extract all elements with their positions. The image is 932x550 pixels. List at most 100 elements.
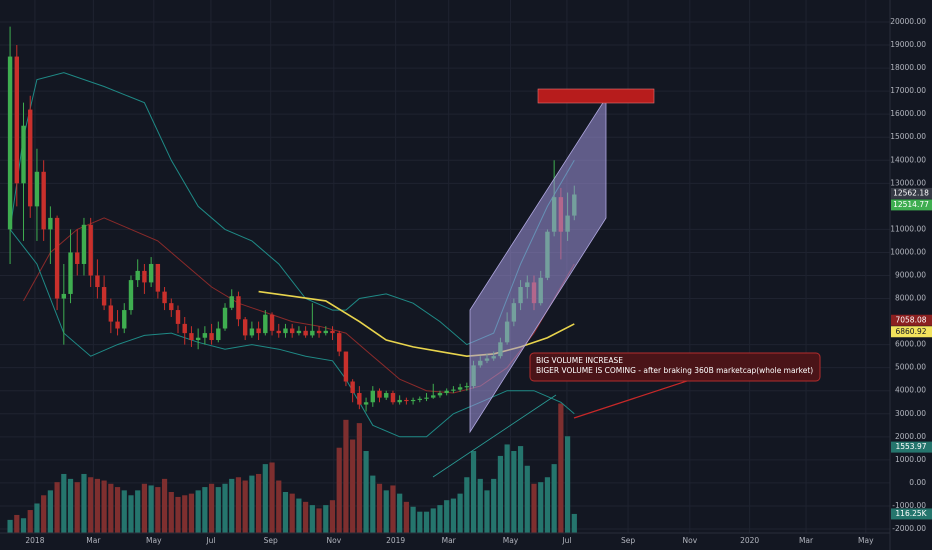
volume-bar	[497, 455, 504, 533]
x-tick-label: May	[858, 536, 874, 545]
y-tick-label: 8000.00	[895, 294, 926, 303]
candle-body	[451, 389, 456, 391]
candle-body	[189, 333, 194, 341]
volume-bar	[121, 490, 127, 533]
volume-bar	[571, 513, 577, 533]
volume-bar	[511, 451, 517, 533]
candle-body	[175, 310, 181, 324]
volume-bar	[148, 485, 154, 533]
candle-body	[350, 381, 355, 394]
candle-body	[169, 303, 174, 311]
candle-body	[417, 398, 423, 400]
volume-bar	[410, 506, 416, 533]
volume-bar	[423, 511, 430, 533]
y-tick-label: 9000.00	[895, 271, 926, 280]
candle-body	[88, 224, 93, 276]
candle-body	[457, 387, 463, 390]
volume-bar	[457, 493, 463, 533]
candle-body	[122, 310, 127, 329]
candle-body	[81, 224, 87, 264]
candle-body	[303, 330, 308, 336]
volume-bar	[229, 478, 235, 533]
volume-bar	[14, 514, 20, 533]
volume-bar	[397, 493, 403, 533]
candle-body	[115, 321, 120, 329]
volume-bar	[27, 510, 33, 533]
x-tick-label: Jul	[205, 536, 215, 545]
volume-bar	[517, 446, 524, 533]
volume-trendline	[432, 394, 557, 478]
volume-bar	[222, 483, 228, 533]
volume-bar	[444, 500, 450, 533]
candle-body	[108, 305, 114, 322]
volume-bar	[564, 436, 571, 533]
y-tick-label: 4000.00	[895, 386, 926, 395]
volume-bar	[282, 492, 289, 533]
candle-body	[337, 333, 342, 352]
volume-label-box	[891, 508, 932, 520]
target-zone	[537, 88, 655, 104]
candle-body	[28, 109, 33, 207]
candle-body	[7, 56, 13, 230]
y-tick-label: 6000.00	[895, 340, 926, 349]
y-tick-label: 18000.00	[890, 63, 926, 72]
volume-bar	[88, 477, 94, 533]
volume-bar	[161, 478, 168, 533]
volume-bar	[141, 483, 148, 533]
candle-body	[182, 323, 187, 334]
candle-body	[330, 330, 335, 334]
price-label: 12514.77	[893, 200, 929, 209]
y-tick-label: 3000.00	[895, 409, 926, 418]
x-tick-label: Sep	[621, 536, 635, 545]
volume-bar	[336, 447, 342, 533]
y-tick-label: 17000.00	[890, 86, 926, 95]
volume-bar	[34, 503, 40, 533]
volume-bar	[155, 487, 161, 533]
volume-bar	[484, 490, 490, 533]
candle-body	[128, 280, 134, 311]
price-label-box	[891, 326, 932, 338]
x-tick-label: Nov	[683, 536, 698, 545]
volume-bar	[403, 501, 409, 533]
volume-bar	[215, 487, 221, 533]
volume-bar	[538, 482, 544, 533]
candle-body	[269, 314, 275, 331]
volume-bar	[94, 478, 100, 533]
volume-bar	[276, 480, 282, 533]
candle-body	[363, 402, 369, 405]
axes: 20000.00 19000.00 18000.00 17000.00 16000.00…	[25, 17, 932, 545]
volume-bar	[242, 480, 248, 533]
candle-body	[209, 333, 214, 341]
annotation-text: BIG VOLUME INCREASE	[536, 356, 623, 365]
x-tick-label: Sep	[264, 536, 278, 545]
y-tick-label: 5000.00	[895, 363, 926, 372]
annotation-pointer	[573, 379, 691, 419]
candle-body	[283, 328, 288, 334]
volume-bar	[249, 475, 255, 533]
candle-body	[95, 275, 100, 288]
candle-body	[424, 397, 429, 399]
volume-bar	[477, 478, 483, 533]
candle-body	[404, 399, 409, 402]
candle-body	[229, 296, 234, 308]
volume-bar	[430, 508, 436, 533]
y-tick-label: 15000.00	[890, 132, 926, 141]
candle-body	[370, 390, 375, 403]
volume-bar	[524, 465, 530, 533]
x-tick-label: May	[146, 536, 162, 545]
volume-bar	[269, 462, 275, 533]
volume-bar	[343, 419, 349, 533]
volume-bar	[309, 505, 315, 533]
candle-body	[61, 293, 67, 299]
volume-bar	[470, 451, 477, 533]
candle-body	[101, 287, 107, 306]
price-label: 6860.92	[895, 327, 926, 336]
x-tick-label: Mar	[799, 536, 814, 545]
volume-bar	[376, 483, 383, 533]
volume-bar	[135, 490, 141, 533]
volume-bar	[67, 478, 74, 533]
volume-bar	[316, 508, 322, 533]
candle-body	[135, 270, 140, 281]
x-tick-label: 2018	[25, 536, 44, 545]
volume-bar	[383, 490, 389, 533]
